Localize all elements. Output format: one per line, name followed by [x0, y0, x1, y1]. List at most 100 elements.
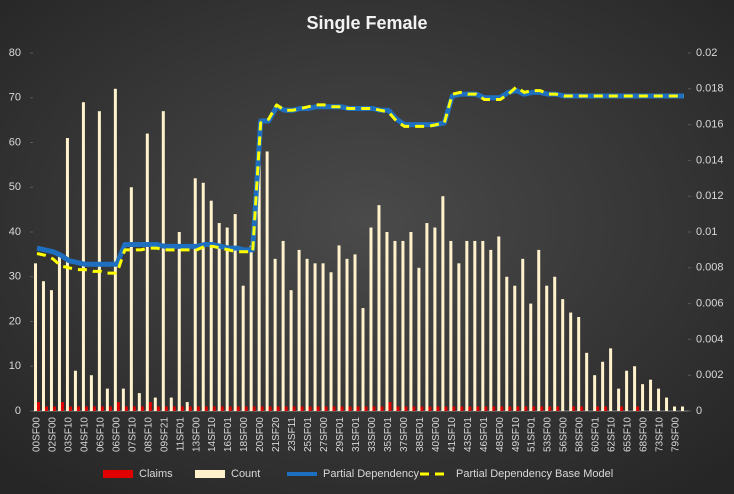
- bar: [268, 406, 272, 411]
- bar: [68, 406, 72, 411]
- bar: [273, 258, 277, 411]
- y-tick-label: 30: [9, 271, 21, 283]
- x-tick-label: 06SF10: [95, 417, 106, 452]
- y2-tick-label: 0.018: [696, 83, 724, 95]
- bar: [548, 406, 552, 411]
- bar: [545, 285, 549, 411]
- bar: [433, 227, 437, 411]
- x-tick-label: 65SF10: [623, 417, 634, 452]
- x-tick-label: 31SF01: [351, 417, 362, 452]
- bar: [620, 406, 624, 411]
- legend-label: Partial Dependency: [323, 468, 420, 480]
- bar: [220, 406, 224, 411]
- bar: [593, 375, 597, 411]
- bar: [228, 406, 232, 411]
- bar: [177, 232, 181, 411]
- bar: [460, 406, 464, 411]
- bar: [492, 406, 496, 411]
- bar: [201, 182, 205, 411]
- bar: [516, 406, 520, 411]
- bar: [41, 281, 45, 411]
- bar: [369, 227, 373, 411]
- bar: [409, 232, 413, 411]
- bar: [396, 406, 400, 411]
- bar: [604, 406, 608, 411]
- bar: [513, 285, 517, 411]
- legend-label: Partial Dependency Base Model: [456, 468, 613, 480]
- x-tick-label: 35SF01: [383, 417, 394, 452]
- bar: [436, 406, 440, 411]
- bar: [217, 223, 221, 411]
- line: [36, 88, 685, 267]
- x-tick-label: 06SF00: [111, 417, 122, 452]
- bar: [361, 308, 365, 411]
- bar: [52, 406, 56, 411]
- bar: [633, 366, 637, 411]
- y-tick-label: 50: [9, 181, 21, 193]
- bar: [404, 406, 408, 411]
- x-tick-label: 00SF00: [31, 417, 42, 452]
- bar: [377, 205, 381, 411]
- bar: [196, 406, 200, 411]
- y-tick-label: 10: [9, 360, 21, 372]
- legend-swatch: [103, 470, 133, 478]
- bar: [529, 303, 533, 411]
- y-tick-label: 80: [9, 47, 21, 59]
- y2-tick-label: 0.006: [696, 298, 724, 310]
- bar: [116, 402, 120, 411]
- bar: [484, 406, 488, 411]
- x-tick-label: 04SF10: [79, 417, 90, 452]
- x-tick-label: 73SF10: [655, 417, 666, 452]
- bar: [524, 406, 528, 411]
- x-tick-label: 16SF01: [223, 417, 234, 452]
- y2-tick-label: 0.02: [696, 47, 717, 59]
- y-tick-label: 60: [9, 136, 21, 148]
- chart-title: Single Female: [306, 13, 427, 33]
- legend-label: Claims: [139, 468, 173, 480]
- legend-swatch: [195, 470, 225, 478]
- bar: [244, 406, 248, 411]
- y2-tick-label: 0.008: [696, 262, 724, 274]
- bar: [609, 348, 613, 411]
- x-tick-label: 11SF01: [175, 417, 186, 452]
- bar: [372, 406, 376, 411]
- bar: [233, 214, 237, 411]
- bar: [356, 406, 360, 411]
- x-tick-label: 49SF10: [511, 417, 522, 452]
- bar: [172, 406, 176, 411]
- bar: [236, 406, 240, 411]
- bar: [129, 187, 133, 411]
- x-tick-label: 29SF01: [335, 417, 346, 452]
- bar: [625, 370, 629, 411]
- bar: [84, 406, 88, 411]
- bar: [329, 272, 333, 411]
- bar: [313, 263, 317, 411]
- bar: [364, 406, 368, 411]
- bar: [385, 232, 389, 411]
- bar: [388, 402, 392, 411]
- bar: [580, 406, 584, 411]
- bar: [308, 406, 312, 411]
- bar: [180, 406, 184, 411]
- x-tick-label: 38SF01: [415, 417, 426, 452]
- bar: [124, 406, 128, 411]
- bar: [212, 406, 216, 411]
- bar: [572, 406, 576, 411]
- x-tick-label: 23SF11: [287, 417, 298, 452]
- bar: [521, 258, 525, 411]
- x-tick-label: 58SF00: [575, 417, 586, 452]
- y2-tick-label: 0.002: [696, 369, 724, 381]
- bar: [425, 223, 429, 411]
- x-tick-label: 43SF01: [463, 417, 474, 452]
- bar: [49, 290, 53, 411]
- bar: [108, 406, 112, 411]
- bar: [532, 406, 536, 411]
- x-tick-label: 14SF10: [207, 417, 218, 452]
- bar: [585, 352, 589, 411]
- y2-tick-label: 0.016: [696, 119, 724, 131]
- x-tick-label: 02SF00: [47, 417, 58, 452]
- bar: [137, 393, 141, 411]
- y2-tick-label: 0.014: [696, 154, 724, 166]
- x-tick-label: 48SF00: [495, 417, 506, 452]
